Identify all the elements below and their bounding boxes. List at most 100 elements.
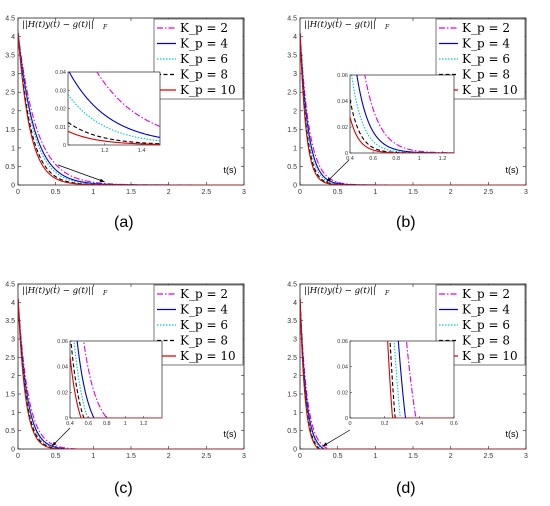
y-axis-label-sub: F <box>102 24 108 31</box>
series-line-kp4 <box>300 32 526 185</box>
x-tick-label: 0.5 <box>333 189 343 196</box>
inset-x-tick-label: 1 <box>124 421 127 427</box>
zoom-arrow-head <box>326 177 331 183</box>
y-tick-label: 4 <box>11 300 15 307</box>
series-line-kp10 <box>18 32 244 185</box>
zoom-arrow-head <box>322 442 328 447</box>
legend-entry-kp2: K_p = 2 <box>180 21 228 35</box>
y-axis-label: ||H(t)y(t) − g(t)|| <box>22 19 94 30</box>
y-axis-label: ||H(t)y(t) − g(t)|| <box>304 285 376 296</box>
y-tick-label: 2 <box>293 373 297 380</box>
y-tick-label: 1 <box>11 410 15 417</box>
legend-entry-kp10: K_p = 10 <box>180 349 236 363</box>
y-tick-label: 3.5 <box>287 318 297 325</box>
inset-y-tick-label: 0.02 <box>55 107 66 113</box>
inset-zoom: 0 0.2 0.4 0.6 0 0.02 0.04 0.06 <box>337 339 458 427</box>
inset-x-tick-label: 0.8 <box>392 156 400 162</box>
y-tick-label: 0.5 <box>287 428 297 435</box>
inset-x-tick-label: 0.4 <box>416 421 424 427</box>
x-tick-label: 3 <box>524 453 528 460</box>
inset-y-tick-label: 0.02 <box>337 390 348 396</box>
inset-x-tick-label: 0.4 <box>346 156 354 162</box>
x-tick-label: 1 <box>91 189 95 196</box>
inset-x-tick-label: 0 <box>348 421 351 427</box>
x-tick-label: 1 <box>373 189 377 196</box>
inset-y-tick-label: 0.04 <box>57 365 68 371</box>
y-axis-label-sub: F <box>102 290 108 297</box>
y-tick-label: 1 <box>293 145 297 152</box>
inset-x-tick-label: 1.4 <box>138 148 146 154</box>
inset-series-kp4 <box>76 341 162 418</box>
x-tick-label: 0 <box>298 189 302 196</box>
y-axis-label-sub: F <box>384 290 390 297</box>
legend-entry-kp4: K_p = 4 <box>462 37 510 51</box>
y-tick-label: 1 <box>11 145 15 152</box>
inset-y-tick-label: 0 <box>63 143 66 149</box>
inset-box <box>69 340 163 419</box>
inset-y-tick-label: 0.04 <box>337 365 348 371</box>
inset-y-tick-label: 0.06 <box>337 73 348 79</box>
inset-y-tick-label: 0 <box>65 416 68 422</box>
y-tick-label: 2 <box>11 108 15 115</box>
inset-y-tick-label: 0 <box>345 151 348 157</box>
legend-entry-kp10: K_p = 10 <box>462 349 518 363</box>
series-line-kp6 <box>300 32 526 185</box>
y-tick-label: 2 <box>11 373 15 380</box>
x-axis-label: t(s) <box>224 165 237 175</box>
zoom-arrow-head <box>99 178 105 182</box>
inset-x-tick-label: 1 <box>418 156 421 162</box>
y-tick-label: 3 <box>11 71 15 78</box>
y-tick-label: 4 <box>11 34 15 41</box>
inset-y-tick-label: 0.03 <box>55 88 66 94</box>
x-tick-label: 1 <box>373 453 377 460</box>
inset-series-kp4 <box>68 72 160 138</box>
caption-c: (c) <box>114 480 133 497</box>
legend-entry-kp10: K_p = 10 <box>462 83 518 97</box>
y-tick-label: 2.5 <box>287 90 297 97</box>
y-axis-label-sub: F <box>384 24 390 31</box>
y-tick-label: 4.5 <box>287 282 297 289</box>
inset-series-kp4 <box>397 341 454 418</box>
legend-box <box>153 18 244 100</box>
y-tick-label: 1.5 <box>5 392 15 399</box>
caption-b: (b) <box>396 214 416 231</box>
y-tick-label: 2 <box>293 108 297 115</box>
x-tick-label: 1.5 <box>126 453 136 460</box>
y-tick-label: 4.5 <box>5 282 15 289</box>
legend-entry-kp6: K_p = 6 <box>462 52 510 66</box>
x-tick-label: 2.5 <box>201 189 211 196</box>
y-tick-label: 2.5 <box>287 355 297 362</box>
y-tick-label: 0 <box>293 183 297 190</box>
inset-y-tick-label: 0.06 <box>337 339 348 345</box>
inset-box <box>349 340 455 419</box>
y-tick-label: 3 <box>293 337 297 344</box>
x-tick-label: 2 <box>167 189 171 196</box>
caption-d: (d) <box>396 480 416 497</box>
inset-series-kp6 <box>73 341 162 418</box>
x-tick-label: 2.5 <box>201 453 211 460</box>
y-tick-label: 0 <box>11 183 15 190</box>
inset-box <box>67 71 161 146</box>
y-tick-label: 2.5 <box>5 355 15 362</box>
y-tick-label: 3 <box>11 337 15 344</box>
inset-y-tick-label: 0.01 <box>55 125 66 131</box>
inset-series-kp10 <box>350 116 454 153</box>
inset-x-tick-label: 1.2 <box>140 421 148 427</box>
y-tick-label: 0 <box>11 447 15 454</box>
x-tick-label: 0 <box>298 453 302 460</box>
inset-y-tick-label: 0 <box>345 416 348 422</box>
y-tick-label: 4 <box>293 300 297 307</box>
legend-box <box>153 284 244 366</box>
y-tick-label: 4.5 <box>5 16 15 23</box>
zoom-arrow <box>57 164 105 183</box>
inset-zoom: 1.2 1.4 0 0.01 0.02 0.03 0.04 <box>55 70 161 154</box>
inset-series-kp10 <box>68 130 160 145</box>
x-tick-label: 0.5 <box>333 453 343 460</box>
legend-entry-kp4: K_p = 4 <box>180 303 228 317</box>
y-tick-label: 3.5 <box>287 53 297 60</box>
inset-y-tick-label: 0.06 <box>57 339 68 345</box>
y-tick-label: 3.5 <box>5 318 15 325</box>
y-tick-label: 0.5 <box>5 164 15 171</box>
inset-series-kp8 <box>68 121 160 145</box>
